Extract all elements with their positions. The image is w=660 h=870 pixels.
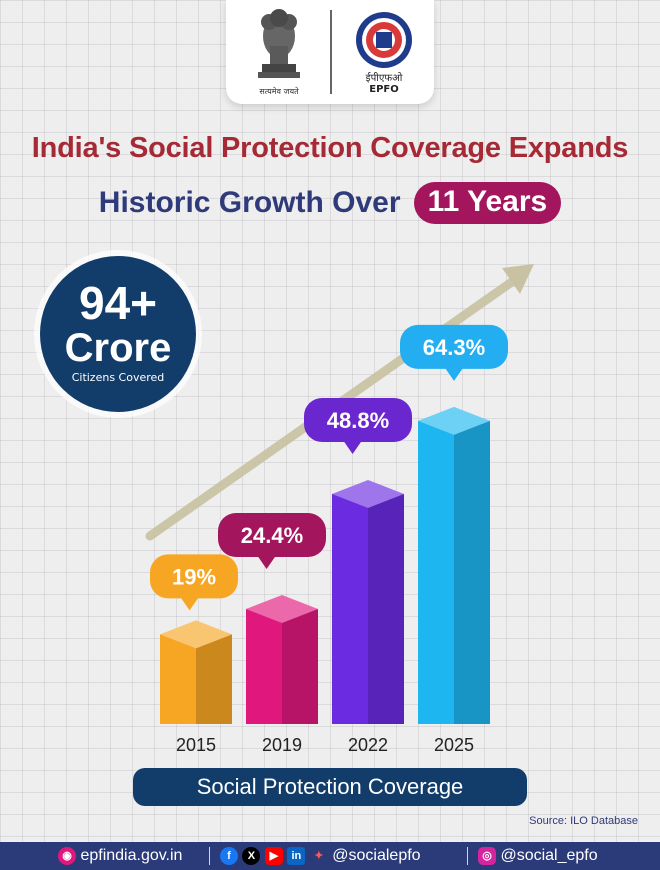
data-label-pointer — [180, 597, 199, 611]
citizens-unit: Crore — [64, 326, 172, 370]
instagram-icon: ◎ — [478, 846, 496, 865]
data-label-text: 24.4% — [241, 523, 303, 548]
data-label-bubble — [218, 512, 326, 557]
tick-label-2025: 2025 — [434, 735, 474, 755]
data-label-2022: 48.8% — [304, 397, 412, 454]
data-label-text: 19% — [172, 564, 216, 589]
subtitle-row: Historic Growth Over 11 Years — [0, 182, 660, 224]
website-text: epfindia.gov.in — [80, 847, 183, 864]
bar-2015 — [160, 620, 232, 724]
koo-icon[interactable]: ✦ — [314, 849, 324, 862]
bar-side — [454, 420, 490, 724]
tick-label-2022: 2022 — [348, 735, 388, 755]
bar-side — [368, 493, 404, 724]
citizens-count: 94+ — [78, 277, 158, 329]
bar-top — [246, 594, 318, 623]
web-icon: ◉ — [58, 846, 76, 865]
instagram-handle: @social_epfo — [500, 847, 598, 864]
data-label-2015: 19% — [150, 554, 238, 611]
linkedin-icon[interactable]: in — [287, 846, 306, 865]
bar-top — [332, 479, 404, 508]
bar-2025 — [418, 406, 490, 724]
data-label-text: 48.8% — [327, 408, 389, 433]
footer-divider — [467, 847, 468, 865]
bar-side — [196, 634, 232, 724]
data-label-text: 64.3% — [423, 335, 485, 360]
bar-2022 — [332, 479, 404, 724]
logo-card: सत्यमेव जयते ईपीएफओ EPFO — [226, 0, 434, 104]
data-label-2019: 24.4% — [218, 512, 326, 569]
tick-label-2019: 2019 — [262, 735, 302, 755]
social-icons: f X ▶ in ✦ @socialepfo — [220, 842, 421, 870]
footer-bar: ◉ epfindia.gov.in f X ▶ in ✦ @socialepfo… — [0, 842, 660, 870]
national-emblem-icon — [258, 9, 300, 78]
data-label-bubble — [400, 324, 508, 369]
website-link[interactable]: ◉ epfindia.gov.in — [58, 842, 182, 870]
facebook-icon[interactable]: f — [220, 846, 238, 865]
footer-divider — [209, 847, 210, 865]
x-icon[interactable]: X — [242, 846, 261, 865]
source-note: Source: ILO Database — [529, 815, 638, 827]
bar-2019 — [246, 594, 318, 724]
data-label-pointer — [445, 367, 463, 381]
years-badge: 11 Years — [413, 182, 562, 224]
data-label-pointer — [343, 440, 362, 454]
citizens-covered-badge: 94+ Crore Citizens Covered — [40, 256, 196, 412]
data-label-bubble — [304, 397, 412, 442]
bar-top — [418, 406, 490, 435]
data-label-pointer — [257, 555, 276, 569]
epfo-logo-icon — [356, 12, 412, 68]
page-subtitle: Historic Growth Over — [98, 186, 401, 219]
epfo-hindi-name: ईपीएफओ — [365, 73, 403, 84]
emblem-motto: सत्यमेव जयते — [259, 87, 299, 96]
youtube-icon[interactable]: ▶ — [264, 846, 283, 865]
instagram-link[interactable]: ◎ @social_epfo — [478, 842, 598, 870]
tick-label-2015: 2015 — [176, 735, 216, 755]
citizens-caption: Citizens Covered — [71, 371, 165, 384]
data-label-2025: 64.3% — [400, 324, 508, 381]
social-handle[interactable]: @socialepfo — [332, 847, 421, 864]
chart-label-pill: Social Protection Coverage — [133, 768, 527, 806]
logo-divider — [330, 10, 332, 94]
bar-side — [282, 608, 318, 724]
epfo-name: EPFO — [369, 84, 399, 95]
bar-top — [160, 620, 232, 649]
growth-arrow-head — [502, 264, 534, 294]
page-title: India's Social Protection Coverage Expan… — [31, 132, 629, 164]
data-label-bubble — [150, 554, 238, 599]
